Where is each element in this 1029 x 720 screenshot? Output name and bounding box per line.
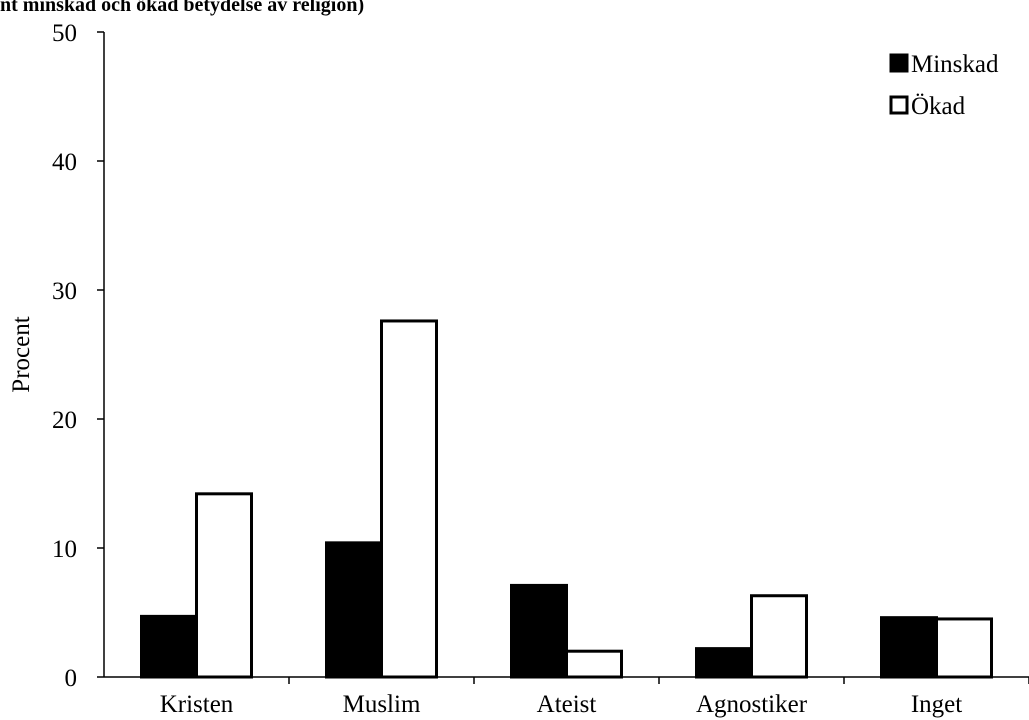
- y-axis-title: Procent: [8, 316, 35, 392]
- bar-inget-okad: [935, 617, 993, 679]
- x-tick-label: Inget: [911, 691, 962, 718]
- y-tick-label: 20: [52, 407, 77, 434]
- x-tick-label: Ateist: [537, 691, 597, 718]
- legend-swatch-okad: [889, 95, 909, 115]
- x-tick-label: Kristen: [160, 691, 234, 718]
- chart-title: nt minskad och ökad betydelse av religio…: [0, 0, 365, 16]
- bar-ateist-minskad: [510, 583, 568, 679]
- bars: [140, 319, 993, 679]
- bar-agnostiker-minskad: [695, 647, 753, 679]
- y-tick-label: 50: [52, 20, 77, 47]
- bar-inget-minskad: [880, 616, 938, 679]
- legend-label-okad: Ökad: [911, 93, 966, 120]
- y-tick-label: 30: [52, 278, 77, 305]
- x-tick-label: Agnostiker: [696, 691, 808, 718]
- bar-muslim-okad: [380, 319, 438, 679]
- x-tick-label: Muslim: [343, 691, 421, 718]
- bar-agnostiker-okad: [750, 594, 808, 679]
- y-tick-label: 0: [65, 665, 78, 692]
- y-tick-label: 10: [52, 536, 77, 563]
- axes: 0 10 20 30 40 50 Procent Kristen Muslim Ateist Agn…: [8, 20, 1029, 718]
- y-tick-label: 40: [52, 149, 77, 176]
- bar-kristen-minskad: [140, 614, 198, 679]
- bar-ateist-okad: [565, 649, 623, 679]
- bar-kristen-okad: [195, 492, 253, 679]
- legend-label-minskad: Minskad: [911, 51, 999, 78]
- bar-muslim-minskad: [325, 541, 383, 679]
- legend-swatch-minskad: [889, 53, 909, 73]
- legend: Minskad Ökad: [889, 51, 999, 120]
